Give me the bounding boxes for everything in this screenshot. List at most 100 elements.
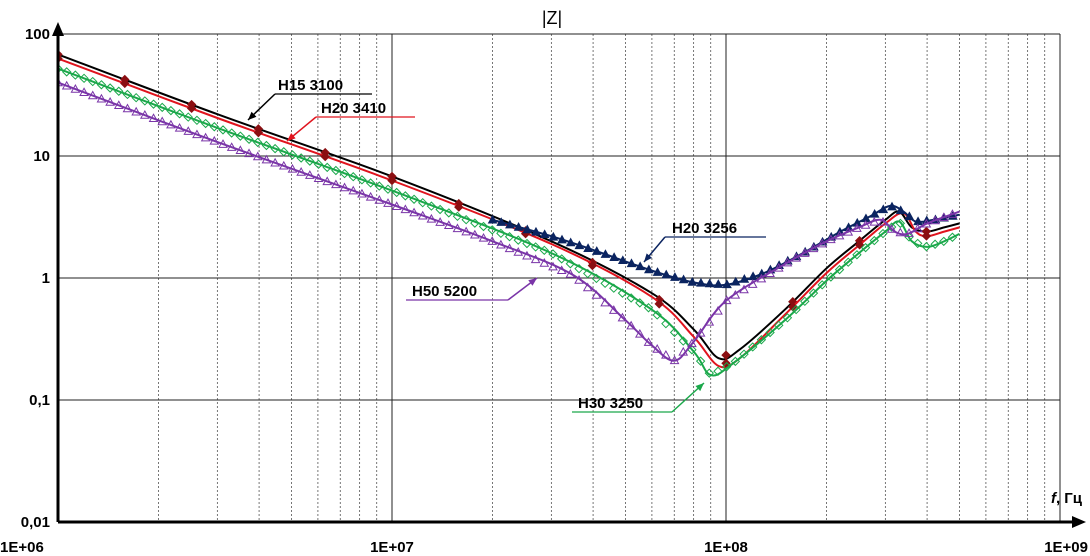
data-point xyxy=(218,139,228,148)
data-point xyxy=(305,156,315,166)
data-point xyxy=(713,305,723,315)
data-point xyxy=(504,243,515,253)
x-tick-label: 1E+06 xyxy=(0,539,44,556)
data-point xyxy=(782,257,793,267)
data-point xyxy=(747,279,758,288)
data-point xyxy=(139,109,150,119)
data-point xyxy=(574,263,584,274)
data-point xyxy=(426,201,437,211)
data-point xyxy=(348,172,358,182)
data-point xyxy=(61,80,72,90)
series-line xyxy=(58,81,960,362)
data-point xyxy=(504,232,515,242)
x-tick-label: 1E+09 xyxy=(1044,539,1088,556)
data-point xyxy=(834,230,845,240)
data-point xyxy=(174,122,185,132)
x-axis-arrow xyxy=(1072,516,1086,528)
data-point xyxy=(478,221,489,232)
data-point xyxy=(226,128,237,138)
data-point xyxy=(817,280,827,290)
x-tick-label: 1E+07 xyxy=(370,539,414,556)
data-point xyxy=(105,83,115,93)
data-point xyxy=(244,148,254,158)
data-point xyxy=(600,297,610,307)
data-point xyxy=(279,147,289,157)
data-point xyxy=(357,188,367,198)
data-point xyxy=(166,119,176,129)
annotation-label: H20 3256 xyxy=(672,220,737,237)
data-point xyxy=(70,84,81,93)
data-point xyxy=(235,145,246,155)
data-point xyxy=(695,356,706,366)
annotation-h15-3100: H15 3100 xyxy=(247,77,372,121)
data-point xyxy=(296,153,306,163)
data-point xyxy=(548,231,559,241)
data-point xyxy=(478,232,489,242)
data-point xyxy=(435,217,445,226)
data-point xyxy=(148,99,159,109)
data-point xyxy=(461,226,471,236)
data-point xyxy=(608,305,619,314)
data-point xyxy=(539,245,550,256)
data-point xyxy=(209,135,220,145)
annotation-label: H15 3100 xyxy=(278,77,343,94)
data-point xyxy=(678,346,689,356)
data-point xyxy=(739,274,750,283)
data-point xyxy=(904,211,915,221)
data-point xyxy=(921,241,932,252)
data-point xyxy=(391,201,402,210)
data-point xyxy=(513,235,523,245)
data-point xyxy=(696,277,706,287)
data-point xyxy=(904,232,914,242)
data-point xyxy=(852,217,863,227)
data-point xyxy=(322,176,333,186)
data-point xyxy=(661,269,672,279)
data-point xyxy=(131,106,142,116)
data-point xyxy=(817,238,828,248)
data-point xyxy=(565,268,576,278)
data-point xyxy=(79,73,89,84)
data-point xyxy=(409,194,419,204)
data-point xyxy=(513,247,524,256)
data-point xyxy=(400,204,411,214)
data-point xyxy=(531,226,541,236)
data-point xyxy=(748,271,758,281)
data-point xyxy=(626,258,637,268)
data-point xyxy=(304,170,315,179)
data-point xyxy=(487,214,498,224)
data-point xyxy=(661,349,671,359)
data-point xyxy=(79,87,89,96)
data-point xyxy=(834,264,845,275)
series-h50-5200 xyxy=(58,77,960,365)
series-h30-3250 xyxy=(58,63,960,378)
data-point xyxy=(357,175,367,185)
data-point xyxy=(383,198,393,207)
data-point xyxy=(244,134,254,144)
data-point xyxy=(773,262,784,272)
data-point xyxy=(808,288,819,298)
data-point xyxy=(609,283,619,293)
data-point xyxy=(921,231,932,241)
data-point xyxy=(843,257,853,267)
data-point xyxy=(122,103,133,113)
data-point xyxy=(938,212,949,222)
data-point xyxy=(96,93,107,103)
data-point xyxy=(556,254,567,264)
data-point xyxy=(843,226,854,236)
y-tick-label: 0,1 xyxy=(29,392,50,409)
data-point xyxy=(626,293,636,303)
annotation-label: H50 5200 xyxy=(412,283,477,300)
data-point xyxy=(930,239,940,249)
data-point xyxy=(461,214,471,225)
data-point xyxy=(400,191,411,201)
data-point xyxy=(320,151,330,162)
data-point xyxy=(600,278,610,289)
data-point xyxy=(652,267,663,276)
annotation-arrowhead xyxy=(528,278,537,286)
data-point xyxy=(287,150,298,160)
data-point xyxy=(496,228,506,239)
data-point xyxy=(895,205,906,215)
annotations: H15 3100 H20 3410 H20 3256 H50 5200 H30 3250 xyxy=(247,77,766,413)
data-point xyxy=(209,122,220,132)
data-point xyxy=(878,216,888,226)
